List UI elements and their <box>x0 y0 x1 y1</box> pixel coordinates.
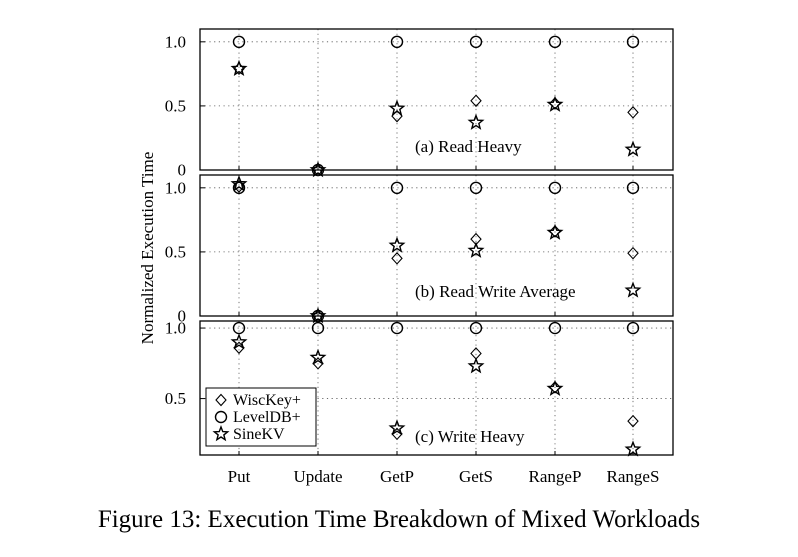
panel-frame <box>199 174 674 317</box>
point-star <box>546 223 564 240</box>
point-star <box>546 95 564 112</box>
point-star <box>388 99 406 116</box>
point-star <box>388 419 406 436</box>
figure-caption: Figure 13: Execution Time Breakdown of M… <box>97 506 701 533</box>
panel-2: 0 0.5 1.0 (b) Read Write Average <box>165 174 674 326</box>
point-diamond <box>627 414 639 428</box>
panel-1: 0 0.5 1.0 (a) Read Heavy <box>165 28 674 180</box>
point-circle <box>390 181 404 195</box>
panel-title: (c) Write Heavy <box>415 427 525 446</box>
x-tick-label: RangeS <box>607 467 660 486</box>
legend-label: SineKV <box>233 426 285 443</box>
point-star <box>546 379 564 396</box>
y-tick-label: 0.5 <box>165 242 186 261</box>
panel-frame <box>199 320 674 456</box>
point-diamond <box>627 246 639 260</box>
point-diamond <box>391 252 403 265</box>
point-diamond <box>549 225 561 238</box>
legend-label: LevelDB+ <box>233 409 301 426</box>
point-circle <box>548 35 562 49</box>
point-star <box>624 440 642 457</box>
panel-frame <box>199 28 674 171</box>
point-star <box>309 307 327 324</box>
legend: WiscKey+LevelDB+SineKV <box>205 387 317 447</box>
point-circle <box>548 321 562 335</box>
legend-marker-diamond <box>215 393 227 407</box>
y-axis-label: Normalized Execution Time <box>138 152 157 345</box>
panel-title: (b) Read Write Average <box>415 282 576 301</box>
point-star <box>624 281 642 298</box>
y-tick-label: 1.0 <box>165 319 186 338</box>
point-circle <box>626 181 640 195</box>
point-circle <box>626 321 640 335</box>
point-star <box>230 333 248 350</box>
point-diamond <box>549 380 561 394</box>
point-circle <box>469 181 483 195</box>
point-circle <box>548 181 562 195</box>
x-tick-label: Update <box>293 467 342 486</box>
point-circle <box>390 35 404 49</box>
y-tick-label: 0 <box>178 161 187 180</box>
point-diamond <box>470 94 482 108</box>
y-tick-label: 1.0 <box>165 178 186 197</box>
y-tick-label: 1.0 <box>165 32 186 51</box>
point-star <box>624 140 642 157</box>
point-star <box>309 161 327 178</box>
legend-marker-star <box>212 425 230 442</box>
point-star <box>467 113 485 130</box>
point-circle <box>232 35 246 49</box>
point-star <box>309 348 327 365</box>
y-tick-label: 0.5 <box>165 389 186 408</box>
point-circle <box>390 321 404 335</box>
point-circle <box>311 321 325 335</box>
point-star <box>467 357 485 374</box>
point-star <box>388 236 406 253</box>
y-tick-label: 0.5 <box>165 96 186 115</box>
y-tick-label: 0 <box>178 307 187 326</box>
x-tick-label: RangeP <box>529 467 582 486</box>
x-tick-labels: Put Update GetP GetS RangeP RangeS <box>228 467 660 486</box>
x-tick-label: Put <box>228 467 251 486</box>
point-star <box>230 59 248 76</box>
legend-label: WiscKey+ <box>233 392 301 409</box>
panel-title: (a) Read Heavy <box>415 137 522 156</box>
point-circle <box>469 321 483 335</box>
point-diamond <box>627 106 639 119</box>
point-circle <box>626 35 640 49</box>
point-diamond <box>549 97 561 110</box>
point-circle <box>232 181 246 195</box>
legend-marker-circle <box>214 410 228 424</box>
x-tick-label: GetP <box>380 467 414 486</box>
point-star <box>230 175 248 192</box>
x-tick-label: GetS <box>459 467 493 486</box>
point-circle <box>469 35 483 49</box>
point-star <box>467 241 485 258</box>
